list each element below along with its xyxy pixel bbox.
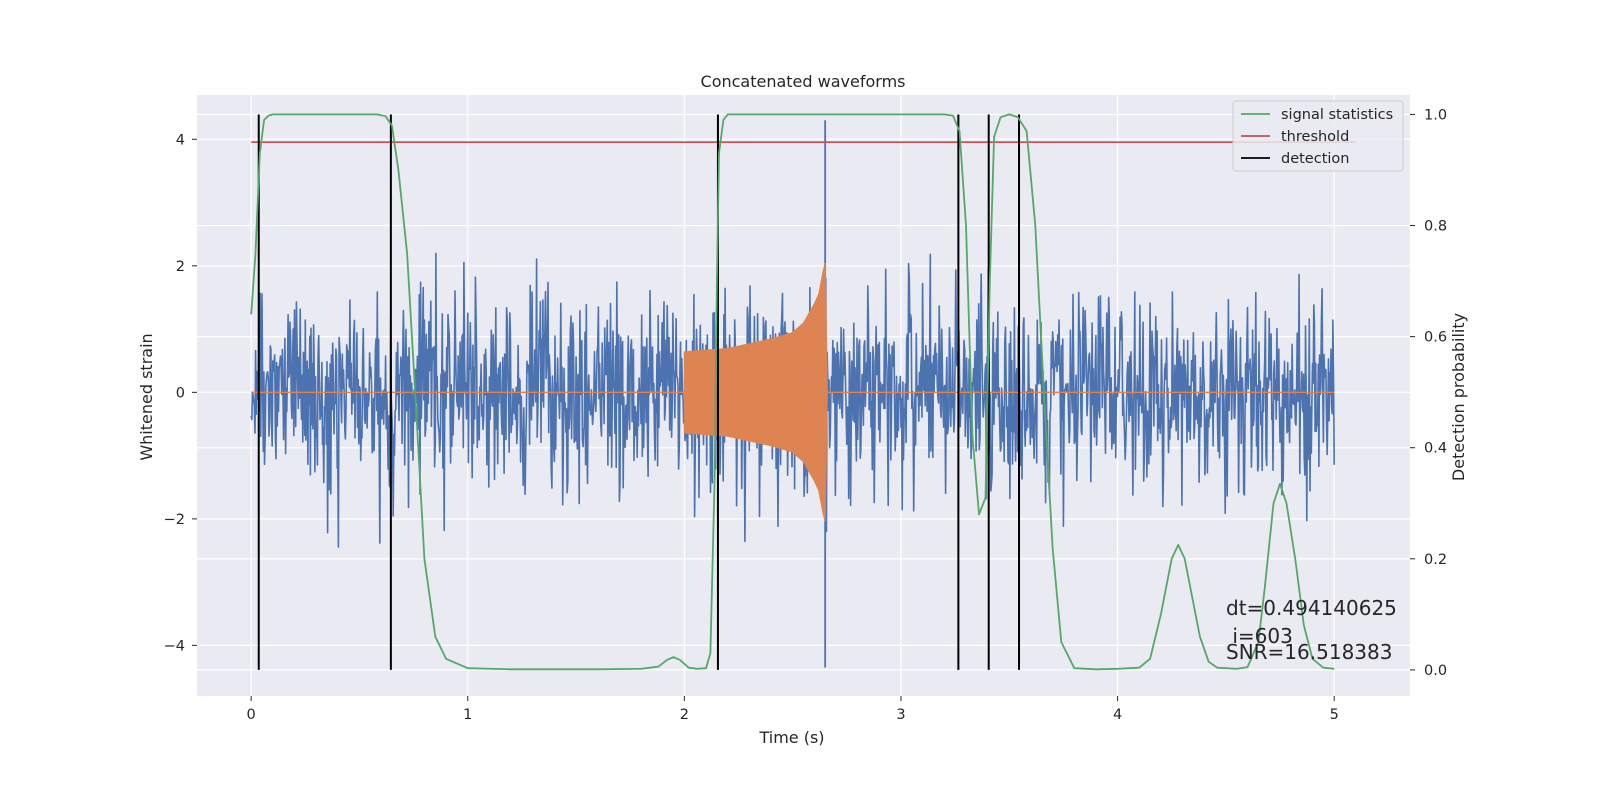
y-tick-label: 0 — [176, 385, 185, 401]
plot-series — [250, 113, 1356, 671]
legend-label-signal-statistics: signal statistics — [1281, 107, 1393, 123]
y-tick-label: −2 — [164, 512, 185, 528]
y2-tick-label: 0.8 — [1424, 219, 1447, 235]
y-tick-label: −4 — [164, 638, 185, 654]
annotation-snr: SNR=16.518383 — [1226, 640, 1392, 664]
y-tick-label: 2 — [176, 259, 185, 275]
y2-tick-label: 0.4 — [1424, 441, 1447, 457]
injected-waveform-line — [251, 262, 1335, 522]
x-tick-label: 3 — [896, 707, 905, 723]
axes: 0 1 2 3 4 5 −4 −2 0 2 4 0.0 0.2 0.4 0.6 0.8 1.0 — [164, 107, 1447, 723]
y2-axis-label: Detection probability — [1449, 313, 1468, 481]
y2-tick-label: 0.2 — [1424, 552, 1447, 568]
y2-tick-label: 1.0 — [1424, 107, 1447, 123]
annotations: dt=0.494140625 i=603 SNR=16.518383 — [1226, 596, 1397, 664]
legend-label-threshold: threshold — [1281, 129, 1349, 145]
legend-frame — [1232, 100, 1404, 172]
y-axis-label: Whitened strain — [137, 333, 156, 460]
legend: signal statistics threshold detection — [1232, 100, 1404, 172]
signal-statistics-line — [250, 113, 1335, 671]
x-axis-label: Time (s) — [758, 728, 824, 747]
y2-tick-label: 0.6 — [1424, 330, 1447, 346]
x-tick-label: 0 — [247, 707, 256, 723]
x-tick-label: 4 — [1113, 707, 1122, 723]
y2-tick-label: 0.0 — [1424, 663, 1447, 679]
x-tick-label: 2 — [680, 707, 689, 723]
chart-title: Concatenated waveforms — [701, 72, 906, 91]
x-tick-label: 1 — [463, 707, 472, 723]
annotation-dt: dt=0.494140625 — [1226, 596, 1397, 620]
y-tick-label: 4 — [176, 132, 185, 148]
legend-label-detection: detection — [1281, 151, 1349, 167]
annotation-index: i=603 — [1226, 624, 1293, 648]
x-tick-label: 5 — [1330, 707, 1339, 723]
